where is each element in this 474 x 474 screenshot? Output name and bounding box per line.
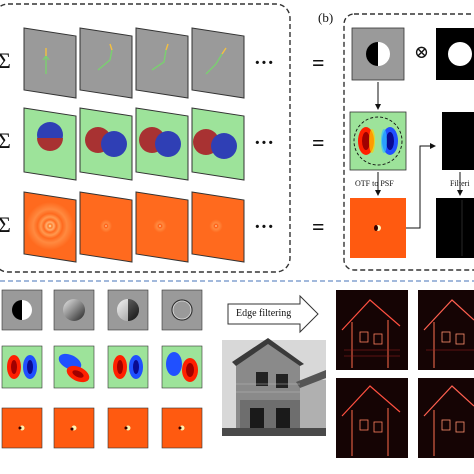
sum-symbol-row2: Σ — [0, 128, 11, 153]
row3-planes — [23, 191, 245, 263]
otf-to-psf-label: OTF to PSF — [355, 179, 394, 188]
mask-row — [1, 289, 203, 331]
ellipsis-row1: ··· — [254, 52, 275, 74]
edge-filtering-arrow — [227, 294, 319, 334]
panel-a-frame — [0, 3, 291, 273]
convolution-operator: ⊗ — [414, 42, 430, 62]
edge-result-2 — [418, 290, 474, 370]
panel-b-frame — [343, 13, 474, 271]
edge-result-4 — [418, 378, 474, 458]
otf-row — [1, 345, 203, 389]
filter-square-1 — [436, 112, 474, 170]
equals-row2: = — [312, 130, 325, 155]
edge-filtering-label: Edge filtering — [236, 308, 292, 319]
house-photo — [222, 338, 326, 436]
edge-result-1 — [336, 290, 408, 370]
ellipsis-row2: ··· — [254, 132, 275, 154]
ellipsis-row3: ··· — [254, 216, 275, 238]
psf-row — [1, 407, 203, 449]
filter-square-2 — [436, 198, 474, 258]
row1-planes — [23, 27, 245, 99]
panel-b-label: (b) — [318, 10, 334, 25]
sum-symbol-row1: Σ — [0, 48, 11, 73]
edge-result-3 — [336, 378, 408, 458]
row2-planes — [23, 107, 245, 181]
filtering-label: Filteri — [450, 179, 470, 188]
equals-row3: = — [312, 214, 325, 239]
section-divider — [0, 280, 474, 282]
equals-row1: = — [312, 50, 325, 75]
sum-symbol-row3: Σ — [0, 212, 11, 237]
